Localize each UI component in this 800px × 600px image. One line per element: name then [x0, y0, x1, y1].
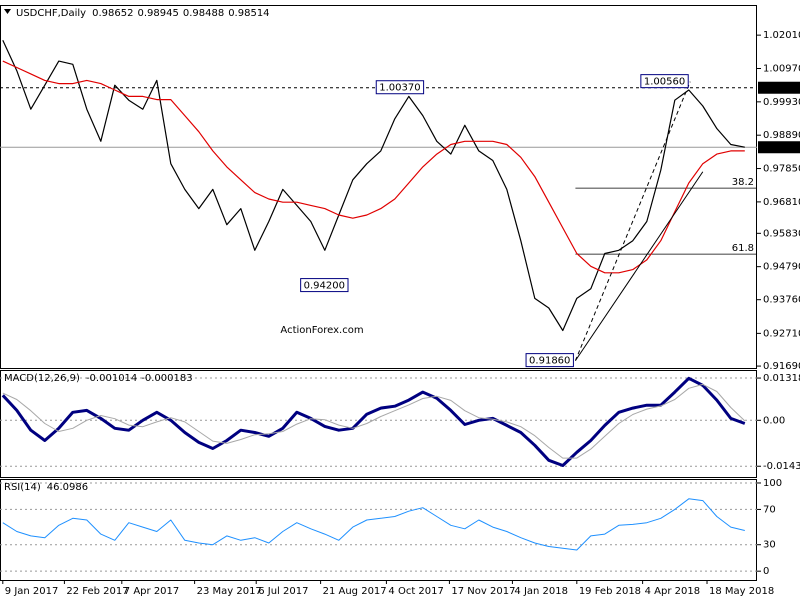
watermark: ActionForex.com	[280, 325, 363, 336]
menu-arrow	[4, 9, 11, 14]
level-label-box	[758, 81, 800, 94]
level-label-box	[758, 141, 800, 154]
level-label: 0.98514	[761, 142, 800, 153]
panel-readout: 0.98945	[137, 8, 178, 19]
panel-title: RSI(14) 46.0986	[4, 482, 88, 493]
y-tick-label: 0.00	[763, 415, 785, 426]
panel: 0.013184 0.00 -0.014339 MACD(12,26,9) -0.001…	[0, 370, 800, 478]
y-tick-label: 100	[763, 478, 782, 489]
annotation-box	[300, 278, 349, 293]
x-tick-label: 4 Apr 2018	[645, 586, 700, 597]
level-label: 1.00370	[761, 83, 800, 94]
annotation-label: 0.91860	[529, 356, 570, 367]
annotation-label: 0.94200	[304, 281, 345, 292]
panel-readout: 46.0986	[47, 482, 88, 493]
panel-readout: 0.98514	[228, 8, 269, 19]
x-tick-label: 7 Apr 2017	[124, 586, 179, 597]
panel-readout: 0.98652	[92, 8, 133, 19]
annotation-box	[640, 74, 689, 89]
trendline	[575, 171, 704, 361]
x-tick-label: 6 Jul 2017	[258, 586, 308, 597]
x-tick-label: 19 Feb 2018	[579, 586, 641, 597]
fib-label: 61.8	[732, 243, 754, 254]
panel-title: MACD(12,26,9) -0.001014 -0.000183	[4, 373, 193, 384]
panel-title: USDCHF,Daily 0.98652 0.98945 0.98488 0.98514	[16, 8, 270, 19]
panel-frame	[0, 370, 757, 478]
y-tick-label: 0.91690	[763, 361, 800, 372]
panel-frame	[0, 479, 757, 581]
fib-label: 38.2	[732, 177, 754, 188]
annotation-label: 1.00370	[379, 83, 420, 94]
annotation-label: 1.00560	[644, 77, 685, 88]
y-tick-label: 30	[763, 540, 776, 551]
panel: 100 70 30 0 RSI(14) 46.0986 9 Jan 2017 22 Feb 2…	[0, 478, 782, 597]
y-tick-label: 0.013184	[763, 373, 800, 384]
panel-title-text: MACD(12,26,9)	[4, 373, 80, 384]
x-tick-label: 17 Nov 2017	[451, 586, 515, 597]
panel-title-text: USDCHF,Daily	[16, 8, 86, 19]
x-tick-label: 18 May 2018	[709, 586, 774, 597]
x-tick-label: 9 Jan 2017	[5, 586, 59, 597]
x-tick-label: 21 Aug 2017	[323, 586, 387, 597]
y-tick-label: 1.02010	[763, 30, 800, 41]
series-line	[2, 60, 745, 274]
panel-readout: 0.98488	[183, 8, 224, 19]
y-tick-label: 70	[763, 504, 776, 515]
x-tick-label: 23 May 2017	[197, 586, 262, 597]
panel-readout: -0.001014	[86, 373, 137, 384]
x-tick-label: 4 Jan 2018	[514, 586, 568, 597]
panel-frame	[0, 5, 757, 369]
series-line	[2, 383, 746, 459]
trendline	[574, 81, 691, 361]
panel-title-text: RSI(14)	[4, 482, 41, 493]
annotation-box	[375, 80, 425, 95]
y-tick-label: -0.014339	[763, 461, 800, 472]
annotation-box	[525, 353, 574, 368]
x-tick-label: 22 Feb 2017	[66, 586, 128, 597]
series-line	[2, 498, 745, 551]
y-tick-label: 0	[763, 566, 769, 577]
panel-readout: -0.000183	[141, 373, 192, 384]
x-tick-label: 4 Oct 2017	[388, 586, 443, 597]
series-line	[1, 376, 746, 467]
